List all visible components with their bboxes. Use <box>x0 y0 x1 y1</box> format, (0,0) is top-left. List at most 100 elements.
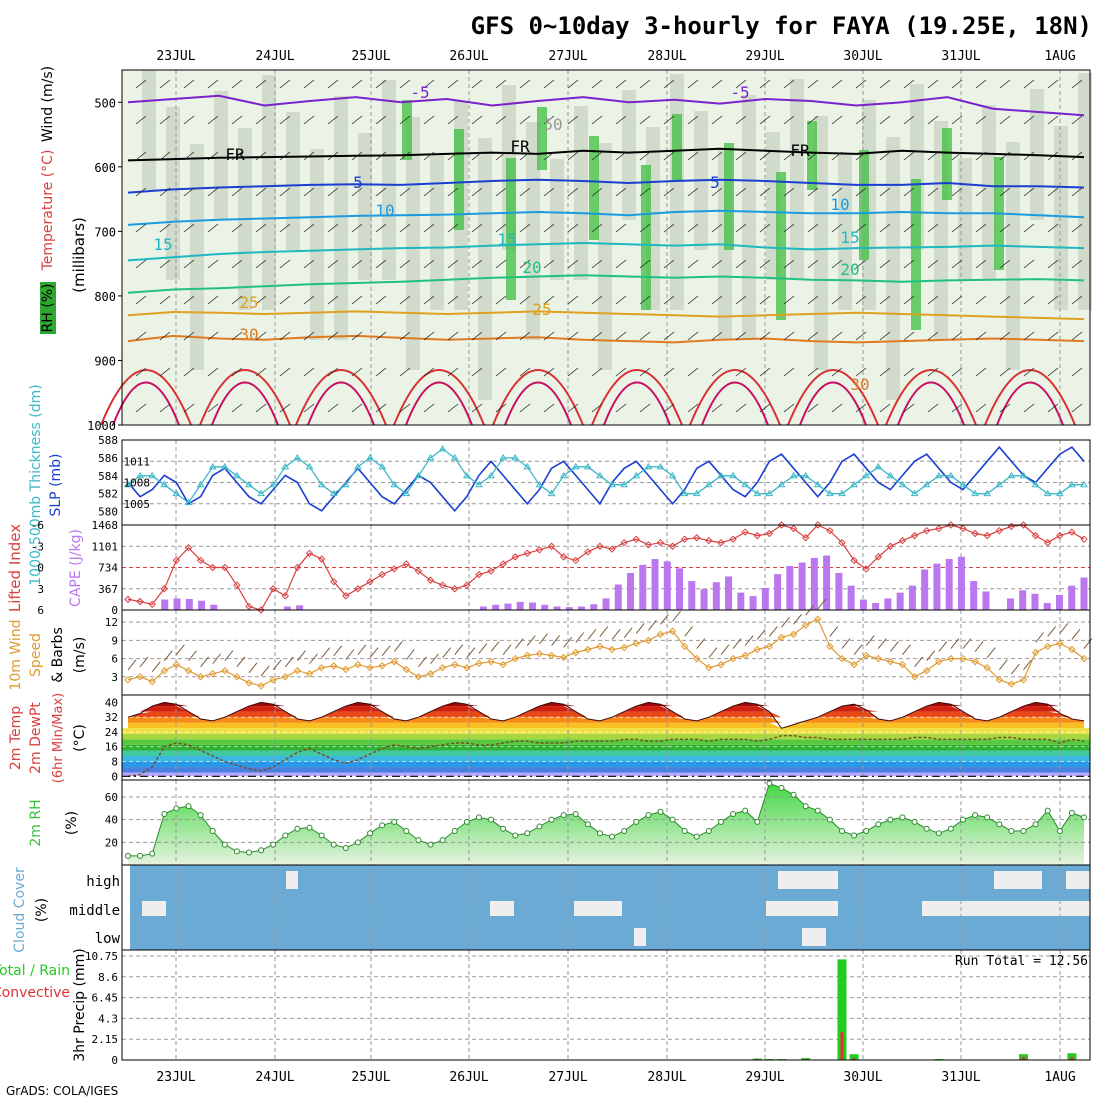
wind-barb <box>759 403 771 413</box>
dewpoint-line <box>127 735 1085 777</box>
thickness-point <box>269 480 278 488</box>
wind-barb <box>351 367 363 377</box>
wind-barb-10m <box>200 656 209 668</box>
wind-speed-point <box>801 621 810 629</box>
wind-barb <box>927 79 939 89</box>
wind-barb <box>687 151 699 161</box>
lifted-index-point <box>196 556 205 565</box>
wind-barb <box>279 403 291 413</box>
temp-tick-label: 16 <box>105 741 118 754</box>
wind-barb <box>759 115 771 125</box>
wind-barb <box>855 223 867 233</box>
wind-barb <box>327 187 339 197</box>
wind-barb <box>1047 151 1059 161</box>
wind-barb <box>687 367 699 377</box>
wind-barb <box>1047 223 1059 233</box>
isotherm-label: -5 <box>730 83 749 102</box>
wind-barb-10m <box>732 638 742 649</box>
lifted-index-point <box>451 585 459 593</box>
lifted-index-point <box>838 539 846 547</box>
cape-bar <box>296 605 304 610</box>
rh-shading-grey <box>574 106 588 280</box>
wind-barb-10m <box>708 647 718 658</box>
wind-barb <box>639 79 651 89</box>
wind-tick-label: 12 <box>105 616 118 629</box>
wind-barb <box>975 115 987 125</box>
wind-barb <box>999 331 1011 341</box>
temp-axis-label-line2: 2m DewPt <box>28 702 44 774</box>
rh-point <box>1008 828 1015 834</box>
wind-barb <box>783 403 795 413</box>
wind-barb <box>1047 367 1059 377</box>
rh-point <box>379 822 386 829</box>
lifted-index-point <box>390 565 398 573</box>
wind-barb <box>1023 259 1035 269</box>
lifted-index-point <box>680 535 689 543</box>
wind-barb <box>159 187 171 197</box>
wind-barb-10m <box>744 635 754 646</box>
cape-bar <box>798 562 806 610</box>
wind-barb <box>255 187 267 197</box>
wind-barb <box>615 187 627 197</box>
wind-barb-10m <box>672 610 681 622</box>
date-tick-label-bottom: 27JUL <box>548 1070 587 1085</box>
wind-barb <box>183 223 195 233</box>
rh-tick-label: 20 <box>105 836 118 849</box>
wind-speed-point <box>293 667 302 675</box>
wind-barb <box>135 295 147 305</box>
wind-barb <box>1071 367 1083 377</box>
cape-bar <box>884 598 892 610</box>
wind-barb <box>951 151 963 161</box>
wind-barb <box>879 79 891 89</box>
thickness-point <box>959 480 967 488</box>
wind-barb <box>735 151 747 161</box>
wind-barb <box>615 223 627 233</box>
thickness-axis-label: 1000-500mb Thickness (dm) <box>28 384 44 585</box>
wind-barb <box>903 223 915 233</box>
wind-barb <box>447 295 459 305</box>
rh-point <box>584 821 591 828</box>
wind-barb <box>879 295 891 305</box>
wind-barb <box>303 187 315 197</box>
wind-barb <box>1071 79 1083 89</box>
thickness-point <box>233 471 241 479</box>
wind-speed-point <box>559 653 568 662</box>
wind-barb-10m <box>575 632 585 643</box>
lifted-index-point <box>124 595 132 604</box>
wind-barb <box>375 223 387 233</box>
wind-barb <box>639 259 651 269</box>
slp-tick-label: 1011 <box>124 455 151 468</box>
lifted-index-point <box>922 526 931 535</box>
wind-barb-10m <box>309 653 318 665</box>
precip-panel-frame <box>121 949 1091 1061</box>
thickness-point <box>765 489 774 497</box>
wind-barb <box>159 331 171 341</box>
wind-barb-10m <box>188 650 197 662</box>
wind-barb <box>807 223 819 233</box>
date-tick-label-bottom: 26JUL <box>449 1070 488 1085</box>
wind-barb <box>615 367 627 377</box>
wind-barb <box>519 403 531 413</box>
wind-barb-10m <box>611 629 621 640</box>
wind-barb-10m <box>151 661 161 672</box>
wind-barb <box>471 367 483 377</box>
wind-barb-10m <box>272 659 282 671</box>
temp-tick-label: 24 <box>105 726 119 739</box>
cape-tick-label: 734 <box>98 562 118 575</box>
wind-barb <box>975 367 987 377</box>
temp-axis-label-line3: (6hr Min/Max) <box>51 693 66 783</box>
lifted-index-point <box>656 539 665 547</box>
rh-point <box>185 803 192 810</box>
wind-barb <box>687 187 699 197</box>
cape-bar <box>859 599 867 610</box>
wind-barb <box>303 151 315 161</box>
rh-point <box>427 841 434 848</box>
rh-point <box>838 828 845 834</box>
wind-barb <box>663 403 675 413</box>
wind-speed-point <box>814 615 822 623</box>
wind-barb <box>279 187 291 197</box>
rh-shading-grey <box>262 75 276 310</box>
cloud-gap <box>142 901 154 916</box>
rh-shading-grey <box>982 105 996 280</box>
